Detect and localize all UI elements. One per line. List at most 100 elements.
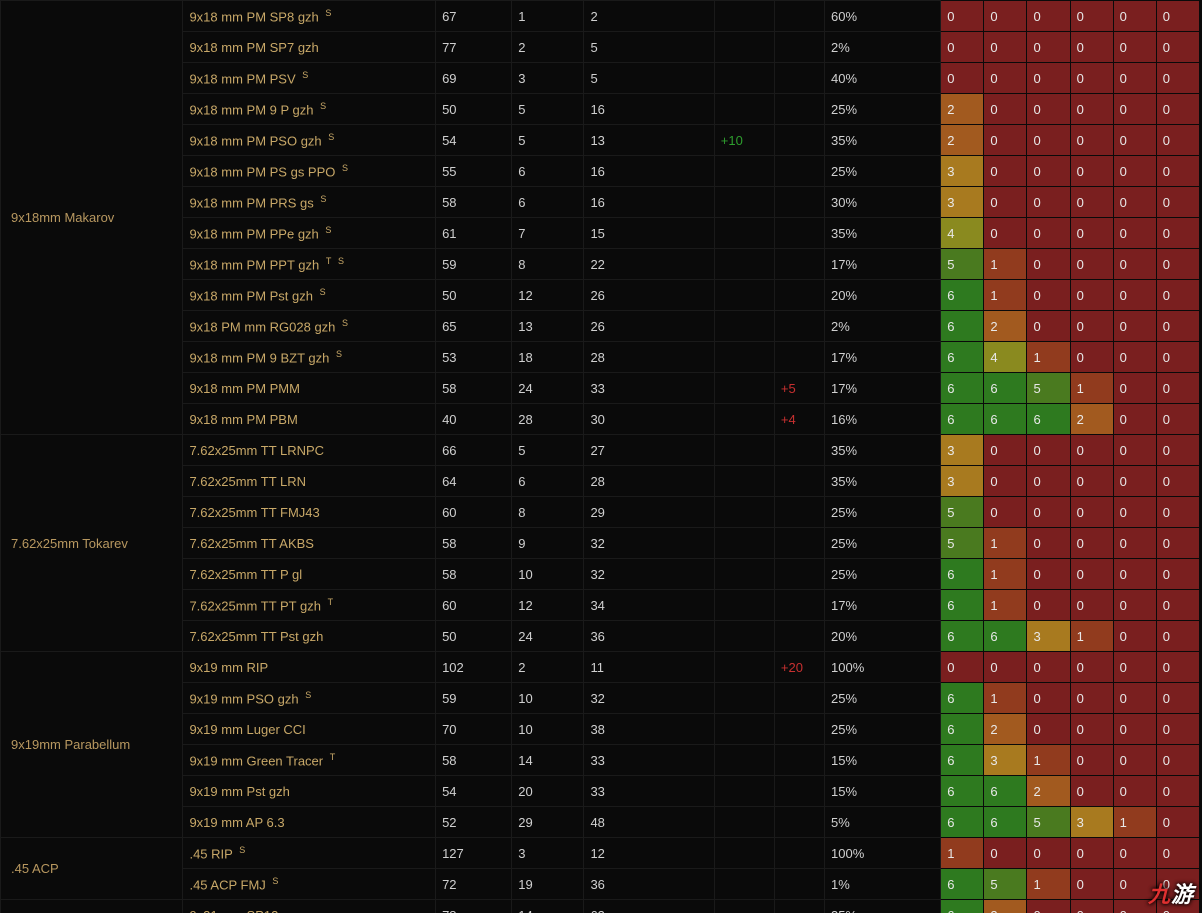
ammo-link[interactable]: .45 ACP FMJ [189,877,265,892]
frag-cell: 25% [825,94,941,125]
tier-4-cell: 0 [1070,94,1113,125]
ammo-link[interactable]: 9x18 mm PM SP7 gzh [189,40,318,55]
ammo-link[interactable]: 9x19 mm Green Tracer [189,753,323,768]
tier-5-cell: 0 [1113,621,1156,652]
penetration-cell: 8 [512,497,584,528]
tier-2-cell: 0 [984,435,1027,466]
ammo-link[interactable]: 7.62x25mm TT AKBS [189,536,314,551]
armor-damage-cell: 26 [584,280,714,311]
ammo-name-cell: 9x19 mm Luger CCI [183,714,436,745]
recoil-cell: +20 [774,652,824,683]
caliber-group: .45 ACP [1,838,183,900]
damage-cell: 50 [436,94,512,125]
tier-1-cell: 6 [941,373,984,404]
accuracy-cell [714,249,774,280]
tier-2-cell: 6 [984,776,1027,807]
ammo-link[interactable]: 9x19 mm Pst gzh [189,784,289,799]
ammo-sup: S [305,690,311,700]
ammo-link[interactable]: 9x18 mm PM 9 P gzh [189,102,313,117]
tier-2-cell: 0 [984,466,1027,497]
armor-damage-cell: 22 [584,249,714,280]
ammo-sup: S [320,287,326,297]
damage-cell: 61 [436,218,512,249]
tier-6-cell: 0 [1156,94,1199,125]
ammo-link[interactable]: 9x19 mm RIP [189,660,268,675]
ammo-link[interactable]: 7.62x25mm TT PT gzh [189,598,321,613]
ammo-link[interactable]: 9x18 mm PM SP8 gzh [189,9,318,24]
recoil-cell [774,559,824,590]
ammo-link[interactable]: 9x21 mm SP12 [189,908,278,913]
tier-1-cell: 6 [941,621,984,652]
ammo-link[interactable]: .45 RIP [189,846,232,861]
tier-6-cell: 0 [1156,187,1199,218]
tier-3-cell: 0 [1027,528,1070,559]
frag-cell: 25% [825,156,941,187]
penetration-cell: 10 [512,683,584,714]
ammo-link[interactable]: 7.62x25mm TT LRNPC [189,443,324,458]
ammo-link[interactable]: 9x18 mm PM PPe gzh [189,226,318,241]
accuracy-cell [714,838,774,869]
damage-cell: 65 [436,311,512,342]
tier-1-cell: 5 [941,497,984,528]
tier-4-cell: 0 [1070,776,1113,807]
recoil-cell [774,900,824,913]
tier-4-cell: 0 [1070,218,1113,249]
accuracy-cell [714,714,774,745]
tier-1-cell: 3 [941,187,984,218]
ammo-link[interactable]: 9x18 mm PM PS gs PPO [189,164,335,179]
ammo-name-cell: 7.62x25mm TT Pst gzh [183,621,436,652]
ammo-link[interactable]: 9x18 PM mm RG028 gzh [189,319,335,334]
ammo-link[interactable]: 9x19 mm AP 6.3 [189,815,284,830]
tier-5-cell: 0 [1113,435,1156,466]
ammo-link[interactable]: 7.62x25mm TT Pst gzh [189,629,323,644]
tier-2-cell: 0 [984,32,1027,63]
recoil-cell [774,32,824,63]
tier-4-cell: 1 [1070,373,1113,404]
tier-1-cell: 2 [941,94,984,125]
penetration-cell: 2 [512,32,584,63]
tier-5-cell: 0 [1113,342,1156,373]
tier-3-cell: 0 [1027,900,1070,913]
ammo-link[interactable]: 9x19 mm Luger CCI [189,722,305,737]
tier-6-cell: 0 [1156,621,1199,652]
tier-1-cell: 0 [941,1,984,32]
frag-cell: 2% [825,32,941,63]
ammo-link[interactable]: 7.62x25mm TT FMJ43 [189,505,319,520]
ammo-link[interactable]: 9x18 mm PM PBM [189,412,297,427]
ammo-link[interactable]: 9x18 mm PM PPT gzh [189,257,319,272]
recoil-cell [774,683,824,714]
tier-4-cell: 0 [1070,559,1113,590]
tier-2-cell: 2 [984,900,1027,913]
ammo-link[interactable]: 9x18 mm PM PSO gzh [189,133,321,148]
table-row: .45 ACP.45 RIP S127312100%100000 [1,838,1200,869]
tier-4-cell: 0 [1070,745,1113,776]
damage-cell: 69 [436,63,512,94]
ammo-name-cell: .45 RIP S [183,838,436,869]
tier-5-cell: 0 [1113,559,1156,590]
recoil-cell [774,125,824,156]
ammo-link[interactable]: 9x18 mm PM PSV [189,71,295,86]
tier-3-cell: 0 [1027,280,1070,311]
tier-5-cell: 0 [1113,373,1156,404]
ammo-link[interactable]: 9x18 mm PM Pst gzh [189,288,313,303]
recoil-cell [774,869,824,900]
damage-cell: 64 [436,466,512,497]
recoil-cell [774,807,824,838]
ammo-link[interactable]: 9x18 mm PM 9 BZT gzh [189,350,329,365]
ammo-link[interactable]: 9x18 mm PM PMM [189,381,300,396]
accuracy-cell [714,404,774,435]
recoil-cell [774,1,824,32]
ammo-link[interactable]: 9x18 mm PM PRS gs [189,195,313,210]
tier-4-cell: 0 [1070,435,1113,466]
ammo-link[interactable]: 7.62x25mm TT LRN [189,474,306,489]
damage-cell: 58 [436,559,512,590]
ammo-link[interactable]: 9x19 mm PSO gzh [189,691,298,706]
tier-4-cell: 0 [1070,466,1113,497]
recoil-cell [774,156,824,187]
damage-cell: 77 [436,32,512,63]
frag-cell: 35% [825,218,941,249]
recoil-cell [774,187,824,218]
ammo-link[interactable]: 7.62x25mm TT P gl [189,567,302,582]
recoil-cell [774,94,824,125]
recoil-cell [774,280,824,311]
